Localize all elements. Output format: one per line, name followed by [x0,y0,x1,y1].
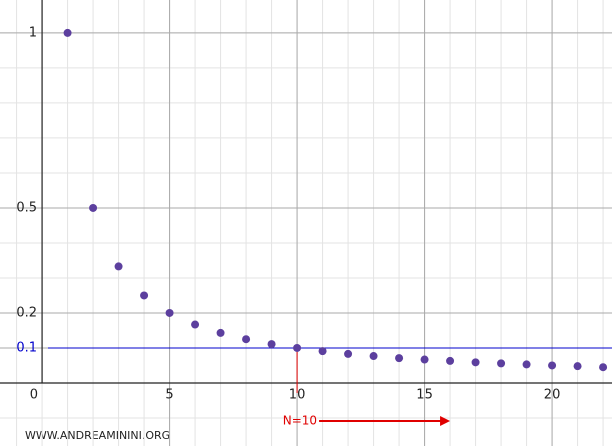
point [446,356,455,365]
annotation-label: N=10 [283,414,317,428]
point [216,328,225,337]
y-tick-label: 0.5 [16,200,37,215]
x-tick-label: 15 [416,387,433,402]
point [293,343,302,352]
x-tick-label: 10 [289,387,306,402]
point [114,262,123,271]
point [471,358,480,367]
point [420,355,429,364]
x-tick-label: 5 [165,387,173,402]
point [522,360,531,369]
arrow-head [440,416,451,426]
watermark: WWW.ANDREAMININI.ORG [25,429,170,442]
point [63,28,72,37]
y-tick-label: 0.1 [16,340,37,355]
point [497,359,506,368]
point [548,361,557,370]
point [140,291,149,300]
point [395,354,404,363]
point [89,203,98,212]
point [165,308,174,317]
y-tick-label: 1 [29,25,37,40]
y-tick-label: 0.2 [16,305,37,320]
x-tick-label: 0 [30,387,38,402]
point [599,363,608,372]
point [242,335,251,344]
x-tick-label: 20 [544,387,561,402]
point [369,352,378,361]
point [344,349,353,358]
point [191,320,200,329]
point [267,340,276,349]
point [318,347,327,356]
point [573,362,582,371]
